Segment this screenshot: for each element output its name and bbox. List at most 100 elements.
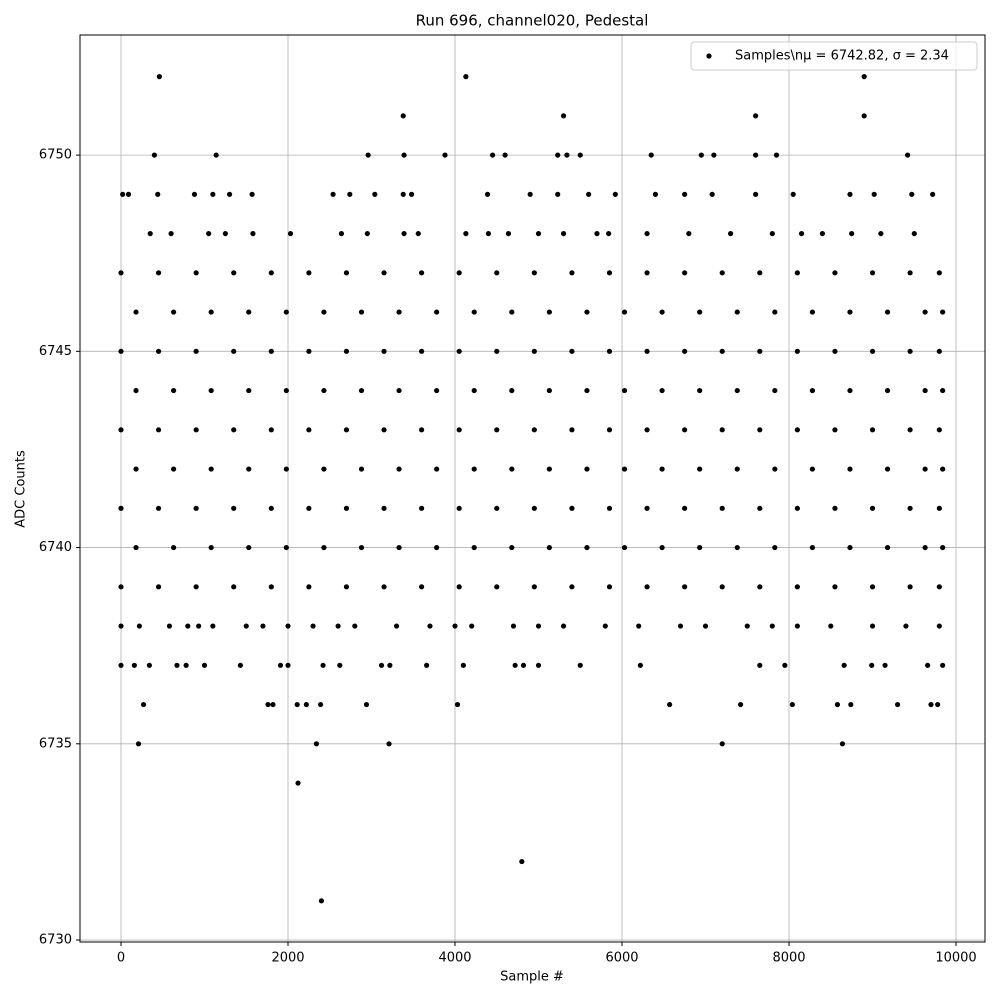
- chart-title: Run 696, channel020, Pedestal: [416, 12, 649, 30]
- point: [246, 466, 252, 472]
- point: [794, 348, 800, 354]
- point: [644, 348, 650, 354]
- point: [648, 152, 654, 158]
- point: [133, 544, 139, 551]
- point: [546, 544, 552, 551]
- point: [471, 309, 477, 315]
- point: [456, 584, 462, 590]
- point: [794, 270, 800, 276]
- point: [201, 662, 208, 668]
- point: [231, 584, 237, 590]
- point: [644, 427, 650, 433]
- point: [621, 387, 628, 394]
- point: [621, 544, 628, 551]
- point: [321, 387, 327, 394]
- point: [381, 427, 387, 433]
- point: [535, 230, 542, 237]
- point: [226, 191, 233, 197]
- point: [719, 348, 725, 354]
- point: [306, 427, 312, 433]
- point: [125, 191, 132, 197]
- point: [546, 387, 552, 394]
- point: [231, 348, 237, 354]
- point: [237, 662, 244, 668]
- point: [711, 152, 717, 158]
- point: [734, 544, 740, 551]
- point: [310, 623, 316, 629]
- point: [460, 662, 466, 668]
- point: [531, 348, 537, 354]
- point: [136, 623, 142, 629]
- point: [727, 230, 734, 237]
- legend-label: Samples\nμ = 6742.82, σ = 2.34: [735, 49, 949, 64]
- x-axis-label: Sample #: [500, 970, 564, 985]
- point: [419, 584, 425, 590]
- point: [210, 191, 216, 197]
- point: [174, 662, 180, 668]
- point: [120, 191, 126, 197]
- point: [396, 544, 402, 551]
- point: [452, 623, 458, 629]
- point: [489, 152, 496, 158]
- point: [861, 74, 867, 80]
- point: [594, 230, 600, 237]
- point: [347, 191, 353, 197]
- point: [869, 348, 876, 354]
- point: [456, 270, 462, 276]
- x-tick-label: 10000: [935, 951, 976, 966]
- point: [358, 466, 365, 472]
- point: [494, 348, 500, 354]
- point: [509, 466, 515, 472]
- point: [757, 662, 763, 668]
- point: [757, 427, 763, 433]
- point: [193, 427, 199, 433]
- point: [463, 230, 469, 237]
- point: [168, 230, 174, 237]
- point: [155, 270, 162, 276]
- y-tick-label: 6730: [39, 933, 72, 948]
- point: [659, 466, 665, 472]
- point: [249, 191, 255, 197]
- point: [208, 387, 214, 394]
- point: [790, 191, 796, 197]
- point: [769, 230, 775, 237]
- point: [753, 191, 759, 197]
- point: [709, 191, 715, 197]
- point: [419, 270, 425, 276]
- point: [878, 230, 884, 237]
- point: [321, 544, 327, 551]
- point: [118, 270, 124, 276]
- point: [531, 270, 537, 276]
- point: [338, 230, 345, 237]
- point: [155, 505, 162, 511]
- point: [512, 662, 518, 668]
- point: [936, 427, 942, 433]
- point: [260, 623, 266, 629]
- point: [606, 427, 613, 433]
- point: [285, 662, 291, 668]
- point: [772, 309, 778, 315]
- point: [869, 505, 876, 511]
- point: [644, 584, 650, 590]
- point: [847, 191, 853, 197]
- point: [283, 466, 289, 472]
- point: [535, 623, 542, 629]
- point: [697, 544, 703, 551]
- point: [469, 623, 475, 629]
- point: [133, 387, 139, 394]
- point: [381, 270, 387, 276]
- point: [246, 544, 252, 551]
- point: [909, 191, 915, 197]
- point: [442, 152, 448, 158]
- point: [841, 662, 847, 668]
- point: [268, 348, 274, 354]
- point: [659, 544, 665, 551]
- point: [936, 623, 942, 629]
- point: [193, 584, 199, 590]
- point: [381, 505, 387, 511]
- point: [424, 662, 430, 668]
- point: [584, 466, 590, 472]
- point: [295, 780, 301, 786]
- point: [419, 427, 425, 433]
- point: [387, 662, 393, 668]
